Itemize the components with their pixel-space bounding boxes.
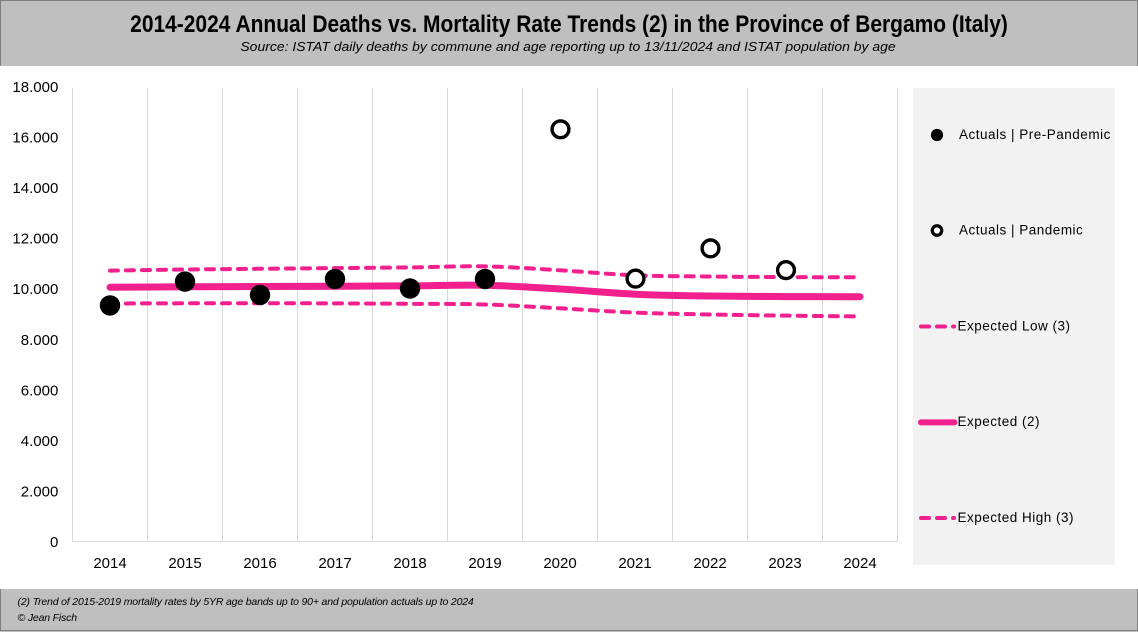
svg-text:Expected High (3): Expected High (3) — [958, 510, 1075, 525]
svg-text:18.000: 18.000 — [12, 79, 58, 96]
svg-text:0: 0 — [50, 534, 58, 551]
svg-text:2016: 2016 — [243, 555, 276, 572]
svg-text:2015: 2015 — [168, 555, 201, 572]
svg-text:2014-2024 Annual Deaths vs. Mo: 2014-2024 Annual Deaths vs. Mortality Ra… — [130, 9, 1008, 37]
svg-text:16.000: 16.000 — [12, 130, 58, 147]
svg-text:2020: 2020 — [543, 555, 576, 572]
svg-text:2021: 2021 — [618, 555, 651, 572]
svg-text:2014: 2014 — [93, 555, 126, 572]
svg-text:2023: 2023 — [768, 555, 801, 572]
svg-text:4.000: 4.000 — [21, 433, 59, 450]
svg-text:(2) Trend of 2015-2019 mortali: (2) Trend of 2015-2019 mortality rates b… — [18, 596, 474, 608]
svg-text:2017: 2017 — [318, 555, 351, 572]
svg-text:2.000: 2.000 — [21, 484, 59, 501]
svg-text:2024: 2024 — [843, 555, 876, 572]
svg-text:12.000: 12.000 — [12, 231, 58, 248]
svg-text:Source: ISTAT daily deaths by: Source: ISTAT daily deaths by commune an… — [240, 39, 895, 53]
svg-text:© Jean Fisch: © Jean Fisch — [18, 612, 78, 624]
svg-text:8.000: 8.000 — [21, 332, 59, 349]
svg-text:2022: 2022 — [693, 555, 726, 572]
svg-text:Expected Low (3): Expected Low (3) — [958, 318, 1071, 333]
svg-text:2018: 2018 — [393, 555, 426, 572]
svg-text:14.000: 14.000 — [12, 180, 58, 197]
svg-text:Actuals | Pandemic: Actuals | Pandemic — [959, 222, 1083, 237]
svg-text:Actuals | Pre-Pandemic: Actuals | Pre-Pandemic — [959, 127, 1111, 142]
svg-text:2019: 2019 — [468, 555, 501, 572]
svg-text:Expected (2): Expected (2) — [958, 414, 1041, 429]
svg-text:10.000: 10.000 — [12, 281, 58, 298]
svg-text:6.000: 6.000 — [21, 382, 59, 399]
